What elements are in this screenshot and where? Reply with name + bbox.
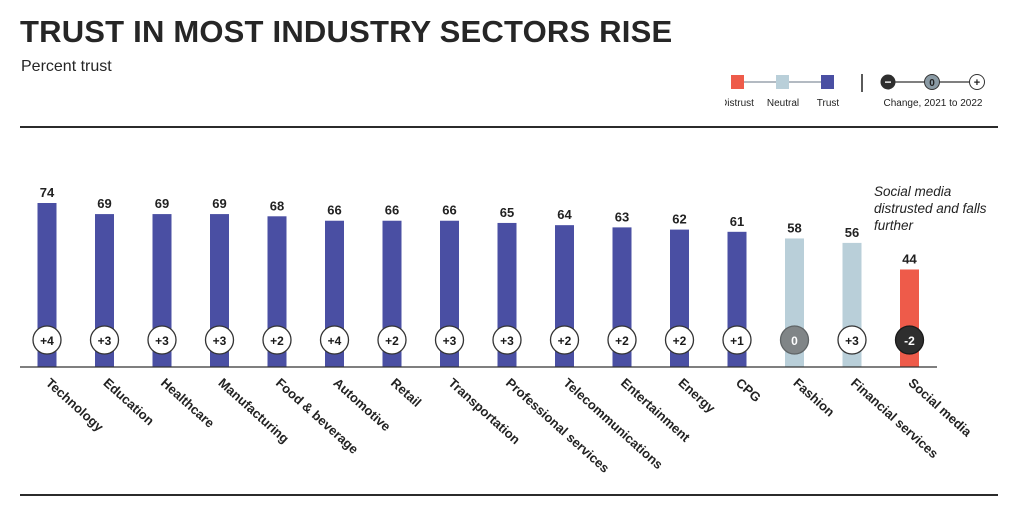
change-badge — [319, 325, 350, 355]
legend: Distrust Neutral Trust − 0 + Change, 202… — [725, 72, 1015, 112]
category-label: Professional services — [503, 375, 612, 476]
bar — [37, 203, 57, 367]
category-label: Fashion — [790, 375, 837, 420]
change-label: +3 — [98, 334, 112, 348]
value-label: 66 — [442, 203, 456, 218]
change-label: +2 — [385, 334, 399, 348]
category-label: Retail — [388, 375, 424, 410]
change-zero-icon — [924, 74, 940, 90]
category-label: Energy — [675, 375, 718, 416]
legend-change-label: Change, 2021 to 2022 — [884, 98, 983, 109]
legend-neutral-swatch — [776, 75, 789, 89]
category-label: Telecommunications — [560, 375, 665, 472]
change-badge — [89, 325, 120, 355]
change-zero-symbol: 0 — [929, 78, 935, 89]
change-badge — [722, 325, 752, 355]
value-label: 56 — [845, 225, 859, 240]
legend-trust-label: Trust — [817, 98, 840, 109]
change-badge — [147, 325, 177, 355]
change-badge — [549, 325, 580, 355]
top-divider — [20, 126, 998, 128]
value-label: 66 — [327, 203, 341, 218]
chart-subtitle: Percent trust — [21, 58, 112, 75]
change-badge — [377, 325, 407, 355]
value-label: 74 — [40, 185, 55, 200]
category-label: Technology — [43, 375, 107, 435]
legend-trust-swatch — [821, 75, 834, 89]
change-badge — [492, 325, 522, 355]
change-badge — [32, 325, 62, 355]
value-label: 69 — [212, 196, 226, 211]
value-label: 44 — [902, 251, 917, 266]
value-label: 69 — [155, 196, 169, 211]
change-label: +3 — [500, 334, 514, 348]
category-label: Education — [100, 375, 157, 428]
change-label: +4 — [328, 334, 342, 348]
value-label: 68 — [270, 198, 284, 213]
change-plus-icon — [969, 74, 985, 90]
change-label: +3 — [845, 334, 859, 348]
value-label: 62 — [672, 212, 686, 227]
change-label: +4 — [40, 334, 54, 348]
legend-distrust-label: Distrust — [725, 98, 754, 109]
legend-distrust-swatch — [731, 75, 744, 89]
change-plus-symbol: + — [974, 77, 980, 89]
change-label: +3 — [443, 334, 457, 348]
change-badge — [434, 325, 465, 355]
legend-graphic: Distrust Neutral Trust − 0 + Change, 202… — [725, 74, 985, 109]
change-label: 0 — [791, 334, 798, 348]
value-label: 61 — [730, 214, 744, 229]
legend-neutral-label: Neutral — [767, 98, 799, 109]
value-label: 69 — [97, 196, 111, 211]
value-label: 66 — [385, 203, 399, 218]
change-badge — [664, 325, 695, 355]
change-badge — [837, 325, 867, 355]
change-label: -2 — [904, 334, 915, 348]
change-badge — [894, 325, 925, 355]
bottom-divider — [20, 494, 998, 496]
value-label: 58 — [787, 220, 801, 235]
change-minus-icon — [880, 74, 896, 90]
change-label: +3 — [213, 334, 227, 348]
category-label: CPG — [733, 375, 764, 405]
change-label: +2 — [558, 334, 572, 348]
social-media-annotation: Social media distrusted and falls furthe… — [874, 184, 987, 233]
category-label: Healthcare — [158, 375, 217, 431]
value-label: 63 — [615, 209, 629, 224]
change-label: +2 — [615, 334, 629, 348]
change-badge — [262, 325, 292, 355]
change-label: +1 — [730, 334, 744, 348]
value-label: 65 — [500, 205, 514, 220]
chart-title: TRUST IN MOST INDUSTRY SECTORS RISE — [20, 14, 673, 49]
change-label: +2 — [673, 334, 687, 348]
change-label: +3 — [155, 334, 169, 348]
value-label: 64 — [557, 207, 572, 222]
change-label: +2 — [270, 334, 284, 348]
change-minus-symbol: − — [884, 75, 891, 89]
change-badge — [607, 325, 637, 355]
change-badge — [779, 325, 810, 355]
change-badge — [204, 325, 235, 355]
